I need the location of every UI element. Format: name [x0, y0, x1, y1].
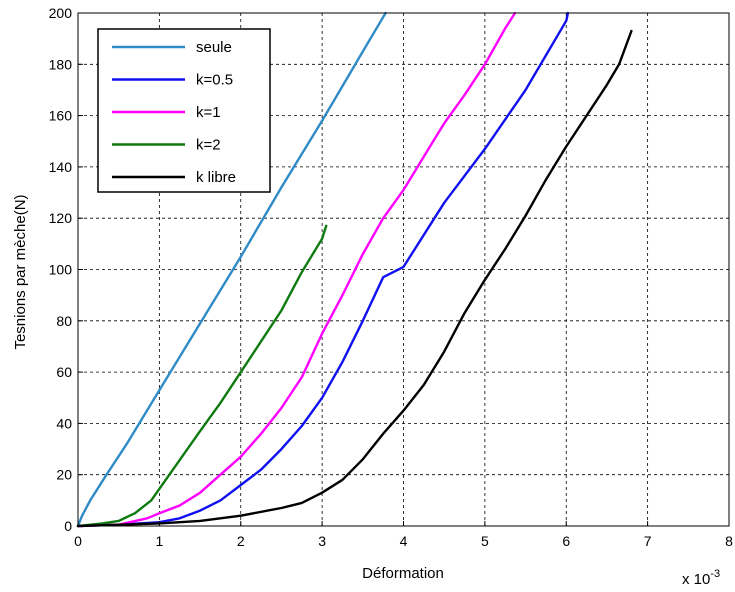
- legend-label-1: k=0.5: [196, 72, 233, 89]
- y-tick-label: 0: [64, 518, 72, 534]
- y-tick-label: 200: [49, 5, 73, 21]
- legend-label-4: k libre: [196, 169, 236, 186]
- legend-box: [97, 28, 271, 193]
- x-axis-multiplier: x 10-3: [682, 568, 720, 588]
- series-line-3: [76, 224, 328, 528]
- y-tick-label: 60: [56, 364, 72, 380]
- legend-label-3: k=2: [196, 137, 221, 154]
- series-line-1: [76, 11, 570, 528]
- x-tick-label: 5: [481, 533, 489, 549]
- y-tick-label: 100: [49, 262, 73, 278]
- x-tick-label: 4: [400, 533, 408, 549]
- y-tick-label: 140: [49, 159, 73, 175]
- y-tick-label: 180: [49, 56, 73, 72]
- y-tick-label: 120: [49, 210, 73, 226]
- y-axis-label: Tesnions par mèche(N): [12, 194, 29, 349]
- x-tick-label: 6: [562, 533, 570, 549]
- series-line-4: [76, 29, 633, 528]
- x-axis-label: Déformation: [362, 565, 444, 582]
- legend-label-0: seule: [196, 39, 232, 56]
- series-line-0: [76, 11, 387, 528]
- y-tick-label: 40: [56, 415, 72, 431]
- x-tick-label: 3: [318, 533, 326, 549]
- series-line-2: [76, 11, 517, 528]
- y-tick-label: 160: [49, 108, 73, 124]
- x-tick-label: 7: [644, 533, 652, 549]
- y-tick-label: 20: [56, 467, 72, 483]
- x-axis-multiplier-exponent: -3: [710, 568, 720, 580]
- x-tick-label: 1: [155, 533, 163, 549]
- x-axis-multiplier-base: x 10: [682, 571, 710, 588]
- series-lines: [76, 11, 633, 528]
- x-tick-label: 2: [237, 533, 245, 549]
- y-tick-label: 80: [56, 313, 72, 329]
- legend-label-2: k=1: [196, 104, 221, 121]
- x-tick-label: 0: [74, 533, 82, 549]
- x-tick-label: 8: [725, 533, 733, 549]
- legend: seule k=0.5 k=1 k=2 k libre: [97, 28, 271, 193]
